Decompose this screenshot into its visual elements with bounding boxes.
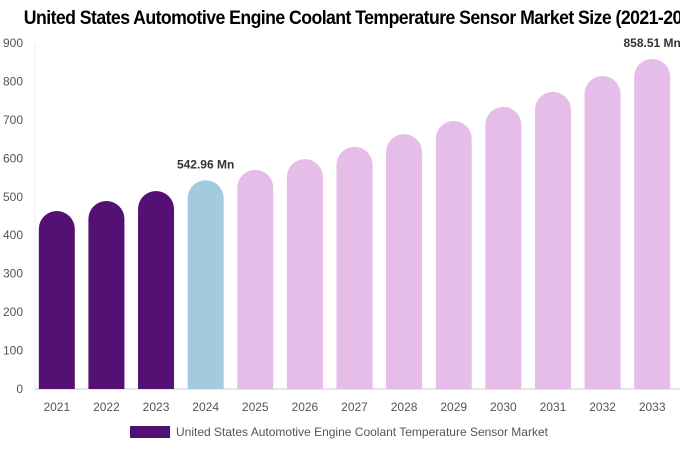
x-tick-label: 2033 xyxy=(639,400,666,414)
chart-title: United States Automotive Engine Coolant … xyxy=(23,8,680,29)
bar-2025 xyxy=(237,169,274,389)
y-tick-label: 700 xyxy=(3,113,23,127)
x-tick-label: 2027 xyxy=(341,400,368,414)
y-tick-label: 800 xyxy=(3,74,23,88)
y-tick-label: 500 xyxy=(3,190,23,204)
bar-2032 xyxy=(584,76,621,389)
x-tick-label: 2032 xyxy=(589,400,616,414)
x-tick-label: 2021 xyxy=(43,400,70,414)
x-tick-label: 2022 xyxy=(93,400,120,414)
x-tick-label: 2029 xyxy=(440,400,467,414)
bar-2029 xyxy=(435,121,472,389)
y-tick-label: 400 xyxy=(3,228,23,242)
bar-2022 xyxy=(88,201,125,389)
bar-2027 xyxy=(336,146,373,389)
y-tick-label: 900 xyxy=(3,36,23,50)
bar-2024 xyxy=(187,180,224,389)
legend-label: United States Automotive Engine Coolant … xyxy=(176,425,548,439)
x-tick-label: 2025 xyxy=(242,400,269,414)
bar-2030 xyxy=(485,106,522,389)
y-tick-label: 200 xyxy=(3,305,23,319)
x-tick-label: 2030 xyxy=(490,400,517,414)
x-tick-label: 2026 xyxy=(292,400,319,414)
bar-2031 xyxy=(534,91,571,389)
legend: United States Automotive Engine Coolant … xyxy=(130,425,548,439)
data-label: 542.96 Mn xyxy=(177,157,234,171)
data-label: 858.51 Mn xyxy=(624,36,680,50)
legend-swatch xyxy=(130,426,170,438)
x-tick-label: 2023 xyxy=(143,400,170,414)
y-tick-label: 100 xyxy=(3,344,23,358)
bar-2021 xyxy=(38,211,75,389)
y-tick-label: 300 xyxy=(3,267,23,281)
bar-2026 xyxy=(286,159,323,389)
x-tick-label: 2024 xyxy=(192,400,219,414)
x-tick-label: 2031 xyxy=(540,400,567,414)
y-tick-label: 600 xyxy=(3,151,23,165)
bar-2033 xyxy=(634,58,671,390)
y-tick-label: 0 xyxy=(16,382,23,396)
bar-2028 xyxy=(386,134,423,389)
x-tick-label: 2028 xyxy=(391,400,418,414)
bar-2023 xyxy=(138,191,175,389)
